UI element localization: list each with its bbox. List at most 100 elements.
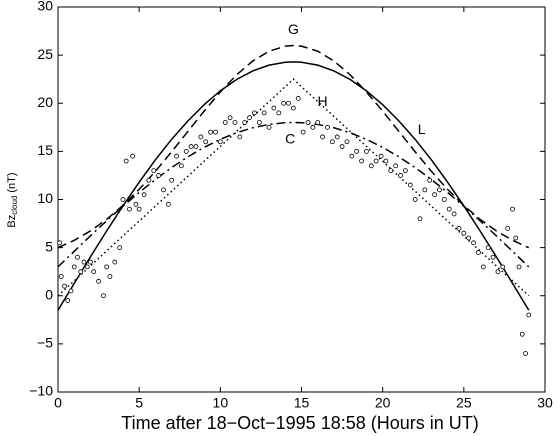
curve bbox=[57, 44, 530, 249]
observation-point bbox=[247, 115, 252, 121]
observation-point bbox=[252, 110, 257, 116]
observation-point bbox=[75, 254, 80, 260]
observation-point bbox=[101, 293, 106, 299]
observation-point bbox=[388, 168, 394, 174]
observation-point bbox=[523, 351, 528, 356]
observation-point bbox=[146, 177, 152, 183]
observation-point bbox=[84, 264, 90, 270]
y-tick-label: 25 bbox=[37, 46, 53, 62]
observation-point bbox=[402, 168, 408, 174]
observation-point bbox=[91, 269, 97, 275]
observation-point bbox=[256, 120, 262, 125]
observation-point bbox=[266, 124, 272, 130]
observation-point bbox=[373, 158, 379, 164]
observation-point bbox=[174, 153, 179, 159]
observation-point bbox=[78, 269, 84, 275]
observation-point bbox=[198, 134, 204, 140]
x-tick-label: 20 bbox=[375, 395, 391, 411]
observation-point bbox=[510, 206, 515, 212]
y-label-sub: cloud bbox=[10, 196, 19, 215]
x-tick-label: 25 bbox=[456, 395, 472, 411]
x-tick-label: 0 bbox=[54, 395, 62, 411]
y-tick-label: 30 bbox=[37, 0, 53, 14]
observation-point bbox=[161, 187, 166, 193]
observation-point bbox=[466, 235, 472, 241]
observation-point bbox=[88, 259, 93, 265]
observation-point bbox=[295, 96, 301, 101]
observation-point bbox=[71, 264, 77, 270]
observation-point bbox=[378, 153, 384, 159]
observation-point bbox=[120, 197, 126, 202]
observation-point bbox=[58, 274, 64, 279]
observation-point bbox=[151, 168, 157, 174]
observation-point bbox=[476, 250, 481, 255]
curve-label: L bbox=[418, 121, 426, 137]
observation-point bbox=[500, 264, 506, 270]
observation-point bbox=[339, 144, 345, 149]
observation-point bbox=[130, 153, 136, 159]
y-tick-label: 10 bbox=[37, 190, 53, 206]
observation-point bbox=[359, 158, 364, 164]
observation-point bbox=[227, 115, 233, 121]
observation-point bbox=[127, 206, 132, 212]
observation-point bbox=[222, 120, 228, 125]
observation-point bbox=[310, 124, 316, 130]
observation-point bbox=[441, 197, 447, 202]
y-axis-label: Bzcloud (nT) bbox=[6, 172, 19, 227]
observation-point bbox=[136, 206, 142, 212]
observation-point bbox=[505, 225, 511, 231]
observation-point bbox=[461, 230, 467, 236]
observation-point bbox=[480, 264, 486, 270]
observation-point bbox=[417, 216, 423, 222]
observation-point bbox=[451, 211, 457, 217]
observation-point bbox=[203, 139, 209, 145]
observation-point bbox=[526, 312, 532, 318]
y-tick-label: 20 bbox=[37, 94, 53, 110]
observation-point bbox=[364, 148, 369, 154]
observation-point bbox=[165, 201, 171, 207]
y-tick-label: 15 bbox=[37, 142, 53, 158]
observation-point bbox=[169, 177, 175, 183]
observation-point bbox=[513, 235, 519, 241]
x-tick-label: 30 bbox=[537, 395, 553, 411]
curve-label: H bbox=[318, 93, 328, 109]
observation-point bbox=[432, 192, 438, 198]
observation-point bbox=[516, 264, 522, 270]
observation-point bbox=[68, 288, 74, 294]
observation-point bbox=[368, 163, 374, 169]
observation-point bbox=[133, 201, 139, 207]
observation-point bbox=[271, 105, 277, 111]
observation-point bbox=[237, 134, 243, 140]
observation-point bbox=[398, 173, 403, 178]
observation-point bbox=[290, 105, 296, 111]
observation-point bbox=[412, 197, 418, 202]
observation-point bbox=[62, 283, 67, 289]
observation-point bbox=[305, 120, 311, 125]
observation-point bbox=[178, 163, 184, 169]
y-label-unit: (nT) bbox=[6, 172, 18, 192]
observation-point bbox=[334, 134, 340, 140]
observation-point bbox=[383, 158, 389, 164]
observation-point bbox=[286, 100, 291, 106]
x-tick-label: 10 bbox=[213, 395, 229, 411]
observation-point bbox=[276, 110, 282, 116]
curve bbox=[57, 78, 530, 297]
curve-label: G bbox=[288, 21, 299, 37]
observation-point bbox=[183, 148, 189, 154]
observation-point bbox=[422, 187, 428, 193]
observation-point bbox=[107, 274, 113, 279]
observation-point bbox=[495, 269, 501, 275]
observation-point bbox=[300, 129, 306, 135]
observation-point bbox=[471, 240, 476, 246]
observation-point bbox=[456, 225, 462, 231]
observation-point bbox=[57, 240, 63, 246]
observation-point bbox=[354, 148, 360, 154]
observation-point bbox=[104, 264, 110, 270]
observation-point bbox=[156, 173, 162, 178]
observation-point bbox=[188, 144, 194, 149]
y-tick-label: −10 bbox=[29, 383, 53, 399]
observation-point bbox=[141, 192, 147, 198]
observation-point bbox=[208, 129, 213, 135]
observation-point bbox=[123, 158, 129, 164]
